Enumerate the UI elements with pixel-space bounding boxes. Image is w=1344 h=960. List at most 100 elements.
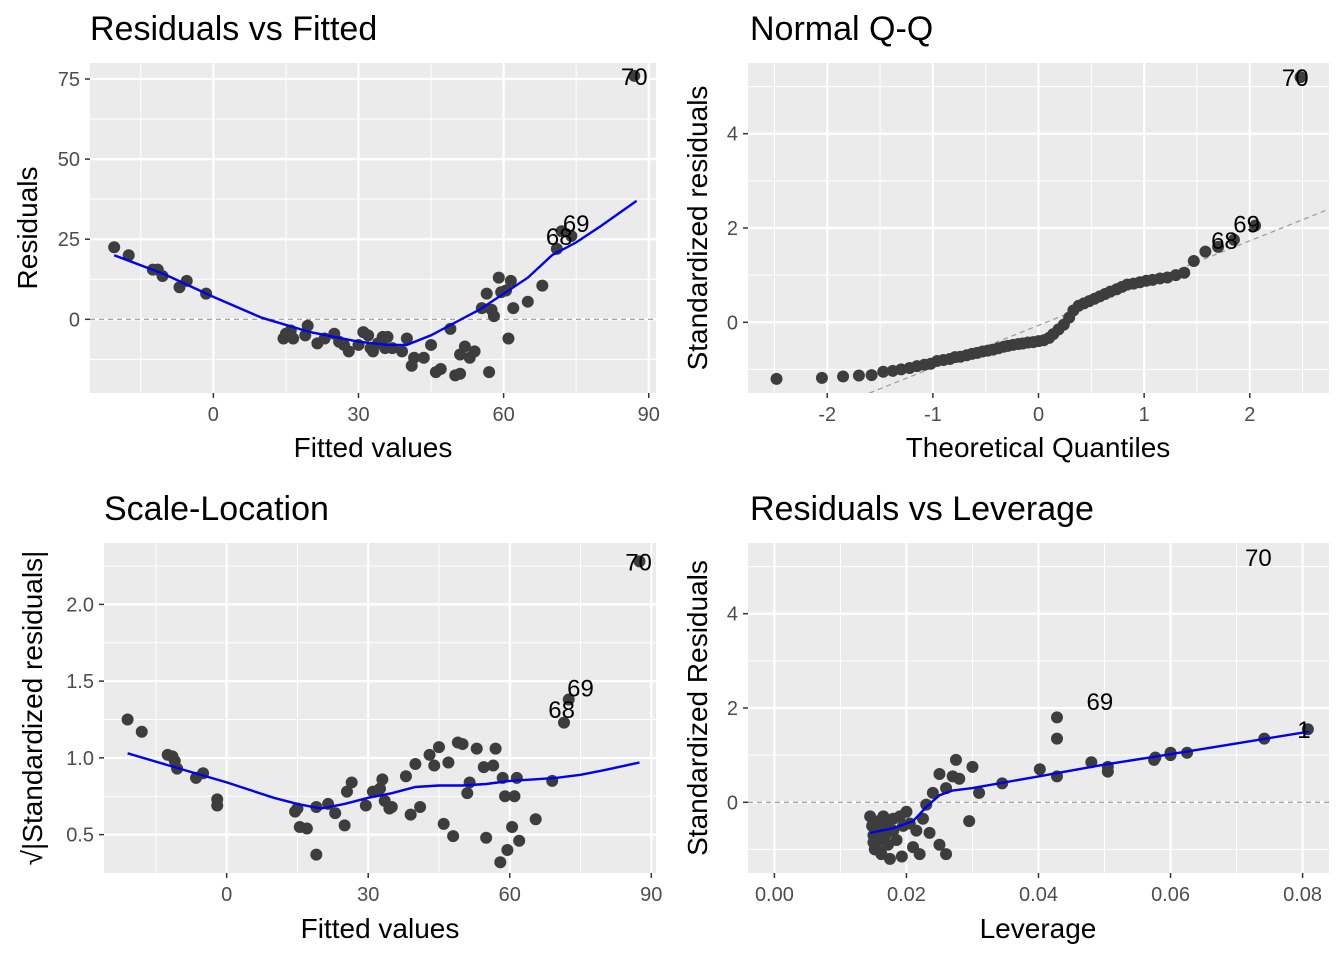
data-point bbox=[399, 770, 412, 783]
data-point bbox=[953, 772, 966, 785]
data-point bbox=[381, 330, 394, 343]
x-tick-label: 0.00 bbox=[755, 884, 794, 906]
smooth-line bbox=[869, 730, 1310, 835]
data-point bbox=[1181, 746, 1194, 759]
point-label: 69 bbox=[1087, 689, 1114, 716]
data-point bbox=[122, 249, 135, 262]
y-axis-title: Standardized Residuals bbox=[682, 560, 713, 856]
y-tick-label: 75 bbox=[58, 69, 80, 91]
data-point bbox=[454, 367, 467, 380]
point-label: 68 bbox=[548, 697, 575, 724]
y-axis-title: Standardized residuals bbox=[682, 86, 713, 371]
data-point bbox=[837, 370, 850, 383]
data-point bbox=[852, 369, 865, 382]
data-point bbox=[359, 799, 372, 812]
data-point bbox=[877, 365, 890, 378]
data-point bbox=[396, 345, 409, 358]
data-point bbox=[770, 372, 783, 385]
data-point bbox=[1050, 711, 1063, 724]
point-label: 68 bbox=[1211, 228, 1238, 255]
data-point bbox=[340, 785, 353, 798]
data-point bbox=[287, 332, 300, 345]
data-point bbox=[513, 834, 526, 847]
data-point bbox=[442, 756, 455, 769]
y-axis-title: Residuals bbox=[12, 167, 43, 290]
data-point bbox=[492, 271, 505, 284]
data-point bbox=[458, 340, 471, 353]
y-tick-label: 2.0 bbox=[66, 594, 94, 616]
point-label: 70 bbox=[1245, 545, 1272, 572]
data-point bbox=[506, 820, 519, 833]
x-axis-title: Fitted values bbox=[301, 913, 460, 944]
plot-area bbox=[748, 711, 1329, 865]
x-tick-label: 0 bbox=[221, 884, 232, 906]
point-label: 70 bbox=[621, 64, 648, 91]
data-point bbox=[1199, 245, 1212, 258]
data-point bbox=[408, 351, 421, 364]
data-point bbox=[487, 310, 500, 323]
x-axis-title: Theoretical Quantiles bbox=[906, 432, 1171, 463]
data-point bbox=[501, 843, 514, 856]
data-point bbox=[447, 830, 460, 843]
data-point bbox=[329, 807, 342, 820]
x-tick-label: 1 bbox=[1139, 404, 1150, 426]
data-point bbox=[428, 759, 441, 772]
data-point bbox=[374, 782, 386, 795]
x-axis-title: Fitted values bbox=[294, 432, 453, 463]
x-tick-label: 0.08 bbox=[1283, 884, 1322, 906]
data-point bbox=[461, 787, 474, 800]
data-point bbox=[565, 230, 578, 243]
data-point bbox=[1187, 255, 1200, 267]
x-tick-label: 30 bbox=[357, 884, 379, 906]
data-point bbox=[385, 801, 398, 813]
data-point bbox=[529, 813, 542, 826]
data-point bbox=[966, 760, 979, 773]
data-point bbox=[1294, 71, 1307, 84]
data-point bbox=[437, 817, 450, 830]
x-tick-label: -2 bbox=[818, 404, 836, 426]
data-point bbox=[920, 798, 933, 811]
data-point bbox=[1033, 763, 1046, 776]
data-point bbox=[432, 741, 445, 754]
x-axis-title: Leverage bbox=[980, 913, 1097, 944]
data-point bbox=[470, 742, 483, 755]
x-tick-label: 0.04 bbox=[1019, 884, 1058, 906]
point-label: 69 bbox=[563, 211, 590, 238]
data-point bbox=[1212, 240, 1225, 253]
x-tick-label: 90 bbox=[638, 404, 660, 426]
x-tick-label: 60 bbox=[492, 404, 514, 426]
data-point bbox=[521, 295, 534, 308]
data-point bbox=[1178, 266, 1191, 279]
y-tick-label: 4 bbox=[727, 124, 738, 146]
point-label: 69 bbox=[1233, 211, 1260, 238]
data-point bbox=[489, 742, 502, 755]
y-tick-label: 2 bbox=[727, 698, 738, 720]
x-tick-label: 0 bbox=[1033, 404, 1044, 426]
data-point bbox=[940, 848, 953, 861]
data-point bbox=[400, 332, 413, 345]
data-point bbox=[895, 850, 908, 863]
plot-area bbox=[770, 71, 1329, 393]
data-point bbox=[933, 768, 946, 780]
data-point bbox=[376, 773, 389, 786]
y-tick-label: 2 bbox=[727, 218, 738, 240]
data-point bbox=[926, 786, 939, 799]
data-point bbox=[1227, 233, 1240, 246]
data-point bbox=[877, 810, 890, 823]
x-tick-label: 60 bbox=[499, 884, 521, 906]
y-tick-label: 0 bbox=[727, 312, 738, 334]
plot-area bbox=[90, 69, 656, 382]
data-point bbox=[338, 819, 351, 832]
data-point bbox=[499, 790, 512, 803]
data-point bbox=[504, 274, 517, 287]
data-point bbox=[409, 758, 422, 771]
y-tick-label: 25 bbox=[58, 229, 80, 251]
data-point bbox=[510, 771, 523, 784]
point-label: 69 bbox=[567, 675, 594, 702]
data-point bbox=[468, 345, 481, 358]
data-point bbox=[973, 786, 986, 799]
y-tick-label: 50 bbox=[58, 149, 80, 171]
point-label: 70 bbox=[625, 549, 652, 576]
